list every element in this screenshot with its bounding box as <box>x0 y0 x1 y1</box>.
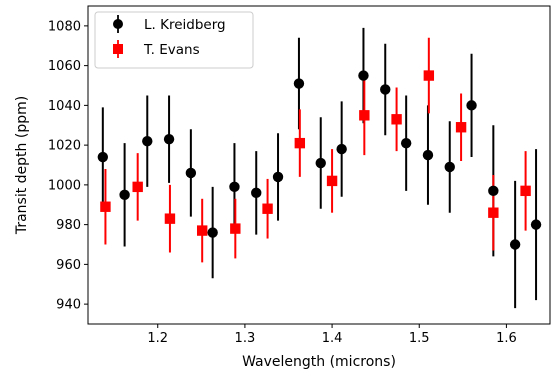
kreidberg-data-point <box>293 78 305 89</box>
evans-data-point <box>132 181 143 193</box>
kreidberg-data-point <box>142 135 153 147</box>
kreidberg-data-point <box>336 143 347 155</box>
kreidberg-data-point <box>380 84 391 95</box>
x-axis-ticks: 1.2 1.3 1.4 1.5 1.6 <box>147 324 517 346</box>
evans-data-point <box>455 122 467 133</box>
legend-entry-kreidberg: L. Kreidberg <box>113 15 226 33</box>
legend-kreidberg-marker <box>113 19 123 29</box>
kreidberg-data-point <box>509 239 521 250</box>
y-tick-label: 940 <box>56 298 81 313</box>
kreidberg-data-point <box>272 171 284 183</box>
y-tick-label: 1060 <box>48 59 81 74</box>
kreidberg-data-point <box>466 100 477 111</box>
evans-data-point <box>164 213 176 224</box>
y-tick-label: 960 <box>56 258 81 273</box>
data-markers <box>97 70 542 250</box>
axes-frame <box>87 5 551 325</box>
kreidberg-data-point <box>97 151 109 163</box>
legend: L. Kreidberg T. Evans <box>94 11 254 69</box>
y-tick-label: 1000 <box>48 178 81 193</box>
evans-data-point <box>391 114 402 125</box>
y-tick-label: 1040 <box>48 99 81 114</box>
legend-frame <box>94 11 254 69</box>
evans-data-point <box>520 185 531 197</box>
kreidberg-data-point <box>422 149 434 161</box>
x-tick-label: 1.3 <box>235 331 256 346</box>
kreidberg-data-point <box>488 185 499 197</box>
legend-evans-label: T. Evans <box>143 42 200 58</box>
y-tick-label: 1080 <box>48 19 81 34</box>
x-tick-label: 1.6 <box>496 331 517 346</box>
legend-evans-marker <box>113 44 123 54</box>
legend-entry-evans: T. Evans <box>113 40 200 58</box>
kreidberg-data-point <box>251 187 262 199</box>
kreidberg-data-point <box>444 161 455 173</box>
x-tick-label: 1.4 <box>322 331 343 346</box>
y-axis-label: Transit depth (ppm) <box>14 96 30 235</box>
x-tick-label: 1.5 <box>409 331 430 346</box>
evans-data-point <box>196 225 208 236</box>
kreidberg-data-point <box>163 133 175 145</box>
legend-kreidberg-label: L. Kreidberg <box>144 17 226 33</box>
evans-data-point <box>326 175 338 187</box>
kreidberg-data-point <box>315 157 326 169</box>
evans-data-point <box>230 223 241 234</box>
x-axis-label: Wavelength (microns) <box>242 354 396 370</box>
y-tick-label: 980 <box>56 218 81 233</box>
kreidberg-data-point <box>229 181 240 193</box>
evans-data-point <box>100 201 111 212</box>
x-tick-label: 1.2 <box>147 331 168 346</box>
kreidberg-data-point <box>119 189 130 201</box>
kreidberg-data-point <box>530 219 542 230</box>
evans-data-point <box>294 137 306 149</box>
evans-data-point <box>359 110 370 121</box>
evans-data-point <box>262 203 273 214</box>
evans-data-point <box>423 70 435 81</box>
kreidberg-data-point <box>358 70 369 81</box>
y-tick-label: 1020 <box>48 139 81 154</box>
y-axis-ticks: 940 960 980 1000 1020 1040 1060 1080 <box>48 19 88 313</box>
kreidberg-data-point <box>207 227 218 238</box>
kreidberg-data-point <box>400 137 412 149</box>
evans-data-point <box>488 207 499 218</box>
kreidberg-data-point <box>185 167 197 179</box>
